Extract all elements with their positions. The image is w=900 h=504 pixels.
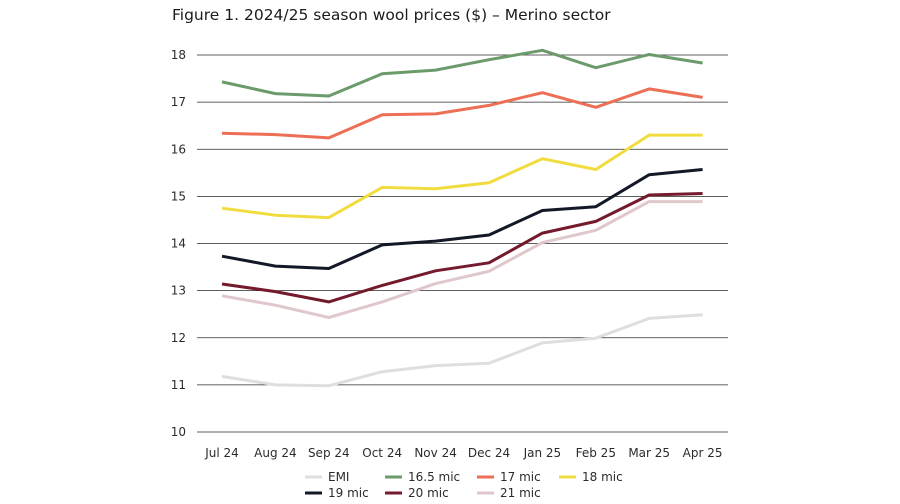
y-tick-label: 11 [171,378,186,392]
legend-item: EMI [305,470,349,484]
legend-label: 17 mic [500,470,541,484]
series-line-17-mic [221,87,703,140]
chart-title: Figure 1. 2024/25 season wool prices ($)… [172,6,611,24]
legend-item: 20 mic [385,486,449,500]
x-tick-label: Oct 24 [362,446,402,460]
legend-label: EMI [328,470,349,484]
series-line-18-mic [221,133,703,220]
legend: EMI 16.5 mic 17 mic 18 mic 19 mic 20 mic 21 mi… [305,470,623,500]
x-tick-label: Feb 25 [576,446,616,460]
series-line-emi [221,313,703,388]
series-line-21-mic [221,200,703,319]
x-tick-label: Dec 24 [468,446,510,460]
series-line-19-mic [221,168,703,270]
x-tick-label: Sep 24 [308,446,350,460]
y-tick-label: 13 [171,284,186,298]
legend-label: 21 mic [500,486,541,500]
y-tick-label: 16 [171,142,186,156]
series-line-20-mic [221,192,703,304]
legend-item: 18 mic [559,470,623,484]
x-tick-label: Nov 24 [414,446,457,460]
x-axis-ticks: Jul 24 Aug 24 Sep 24 Oct 24 Nov 24 Dec 24 Jan … [204,446,722,460]
y-tick-label: 12 [171,331,186,345]
y-tick-label: 17 [171,95,186,109]
y-tick-label: 18 [171,48,186,62]
series-lines [221,48,703,388]
y-tick-label: 14 [171,237,186,251]
legend-label: 18 mic [582,470,623,484]
legend-label: 19 mic [328,486,369,500]
legend-label: 20 mic [408,486,449,500]
x-tick-label: Mar 25 [628,446,670,460]
y-axis-ticks: 10 11 12 13 14 15 16 17 18 [171,48,186,439]
legend-item: 19 mic [305,486,369,500]
legend-item: 17 mic [477,470,541,484]
y-tick-label: 10 [171,425,186,439]
legend-item: 21 mic [477,486,541,500]
legend-label: 16.5 mic [408,470,460,484]
series-line-16-5-mic [221,48,703,98]
x-tick-label: Apr 25 [683,446,723,460]
x-tick-label: Aug 24 [254,446,297,460]
gridlines [197,54,728,433]
x-tick-label: Jan 25 [523,446,562,460]
legend-item: 16.5 mic [385,470,460,484]
y-tick-label: 15 [171,189,186,203]
x-tick-label: Jul 24 [204,446,239,460]
